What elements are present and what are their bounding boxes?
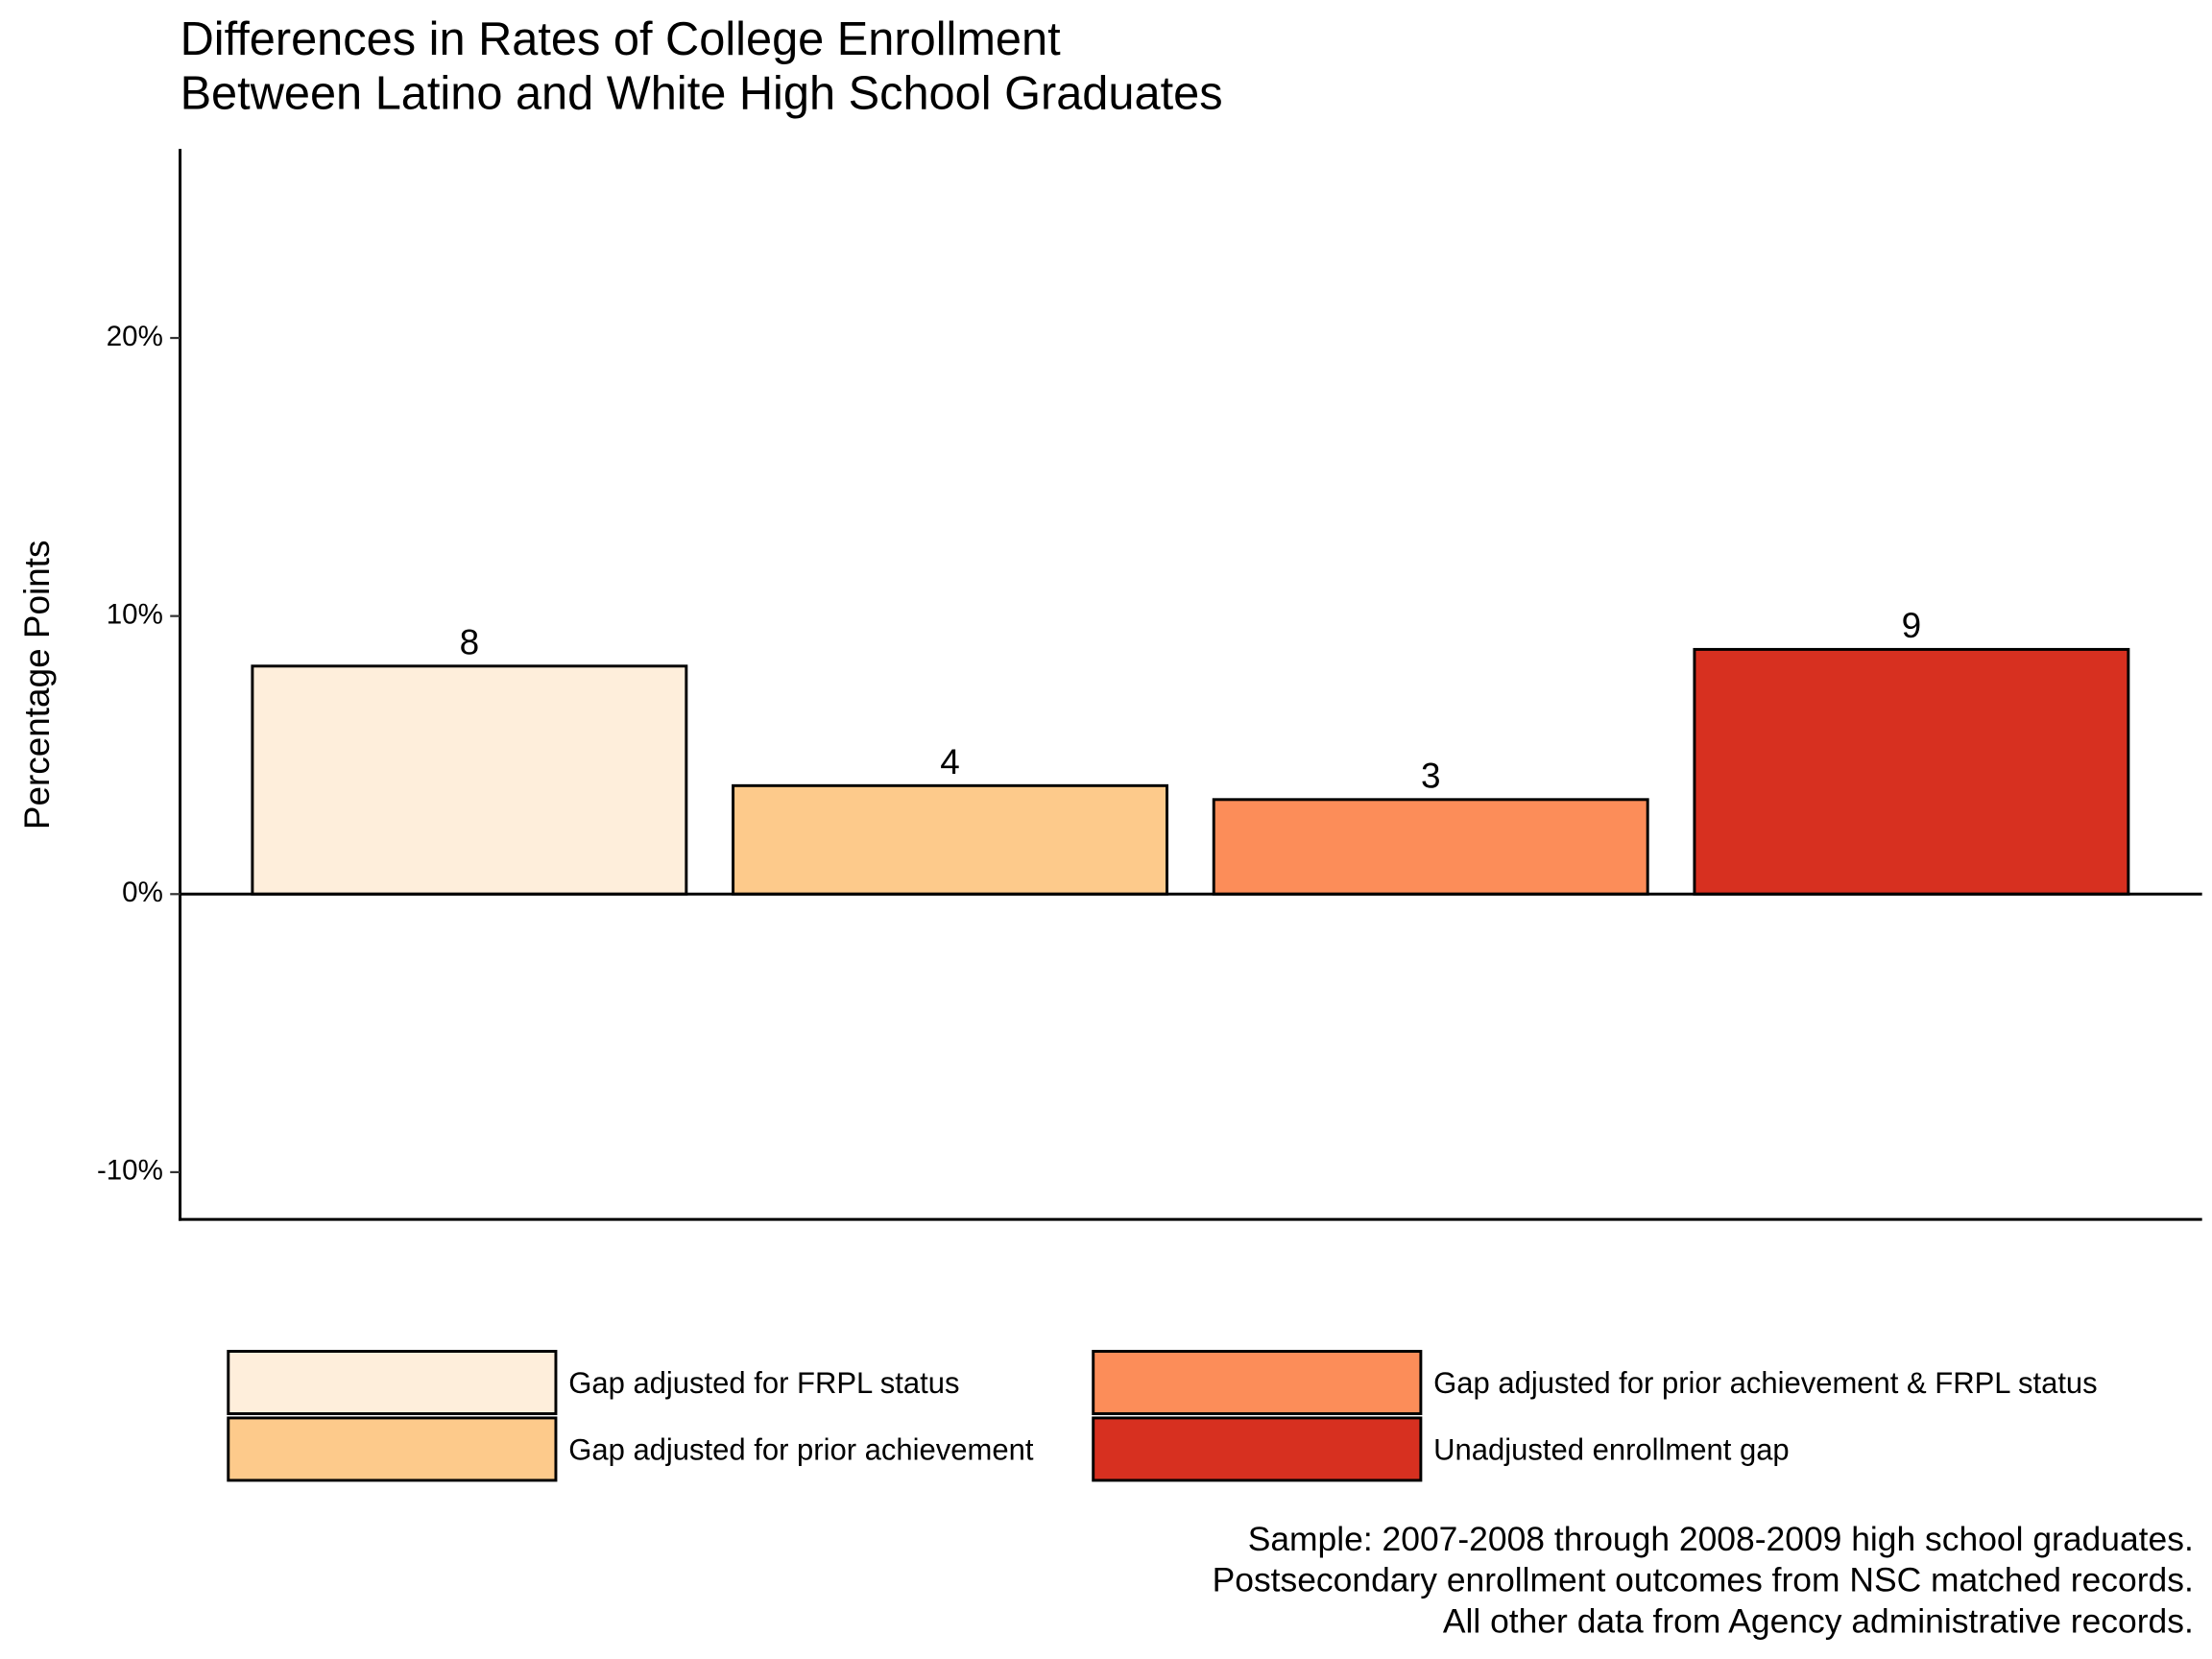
bar [732, 783, 1168, 896]
caption: Postsecondary enrollment outcomes from N… [1213, 1561, 2194, 1599]
legend-key [227, 1416, 558, 1482]
bar [251, 664, 688, 896]
legend-label: Gap adjusted for prior achievement [568, 1433, 1034, 1467]
chart-title: Differences in Rates of College Enrollme… [180, 13, 1062, 65]
legend-key [227, 1350, 558, 1415]
legend-label: Unadjusted enrollment gap [1433, 1433, 1790, 1467]
legend-key [1092, 1416, 1423, 1482]
bar [1693, 647, 2130, 896]
bar [1212, 798, 1649, 896]
value-label: 8 [460, 622, 480, 661]
legend-key [1092, 1350, 1423, 1415]
y-axis-label: Percentage Points [17, 541, 57, 830]
y-tick-label: 10% [107, 598, 163, 630]
legend-label: Gap adjusted for FRPL status [568, 1366, 959, 1400]
value-label: 3 [1421, 756, 1441, 795]
value-label: 9 [1902, 606, 1922, 645]
chart-title: Between Latino and White High School Gra… [180, 67, 1223, 119]
y-tick-label: 20% [107, 321, 163, 352]
y-tick-label: 0% [122, 877, 163, 908]
legend-label: Gap adjusted for prior achievement & FRP… [1433, 1366, 2098, 1400]
y-tick-label: -10% [97, 1155, 163, 1187]
value-label: 4 [940, 742, 960, 781]
caption: All other data from Agency administrativ… [1443, 1601, 2194, 1640]
caption: Sample: 2007-2008 through 2008-2009 high… [1248, 1520, 2194, 1558]
